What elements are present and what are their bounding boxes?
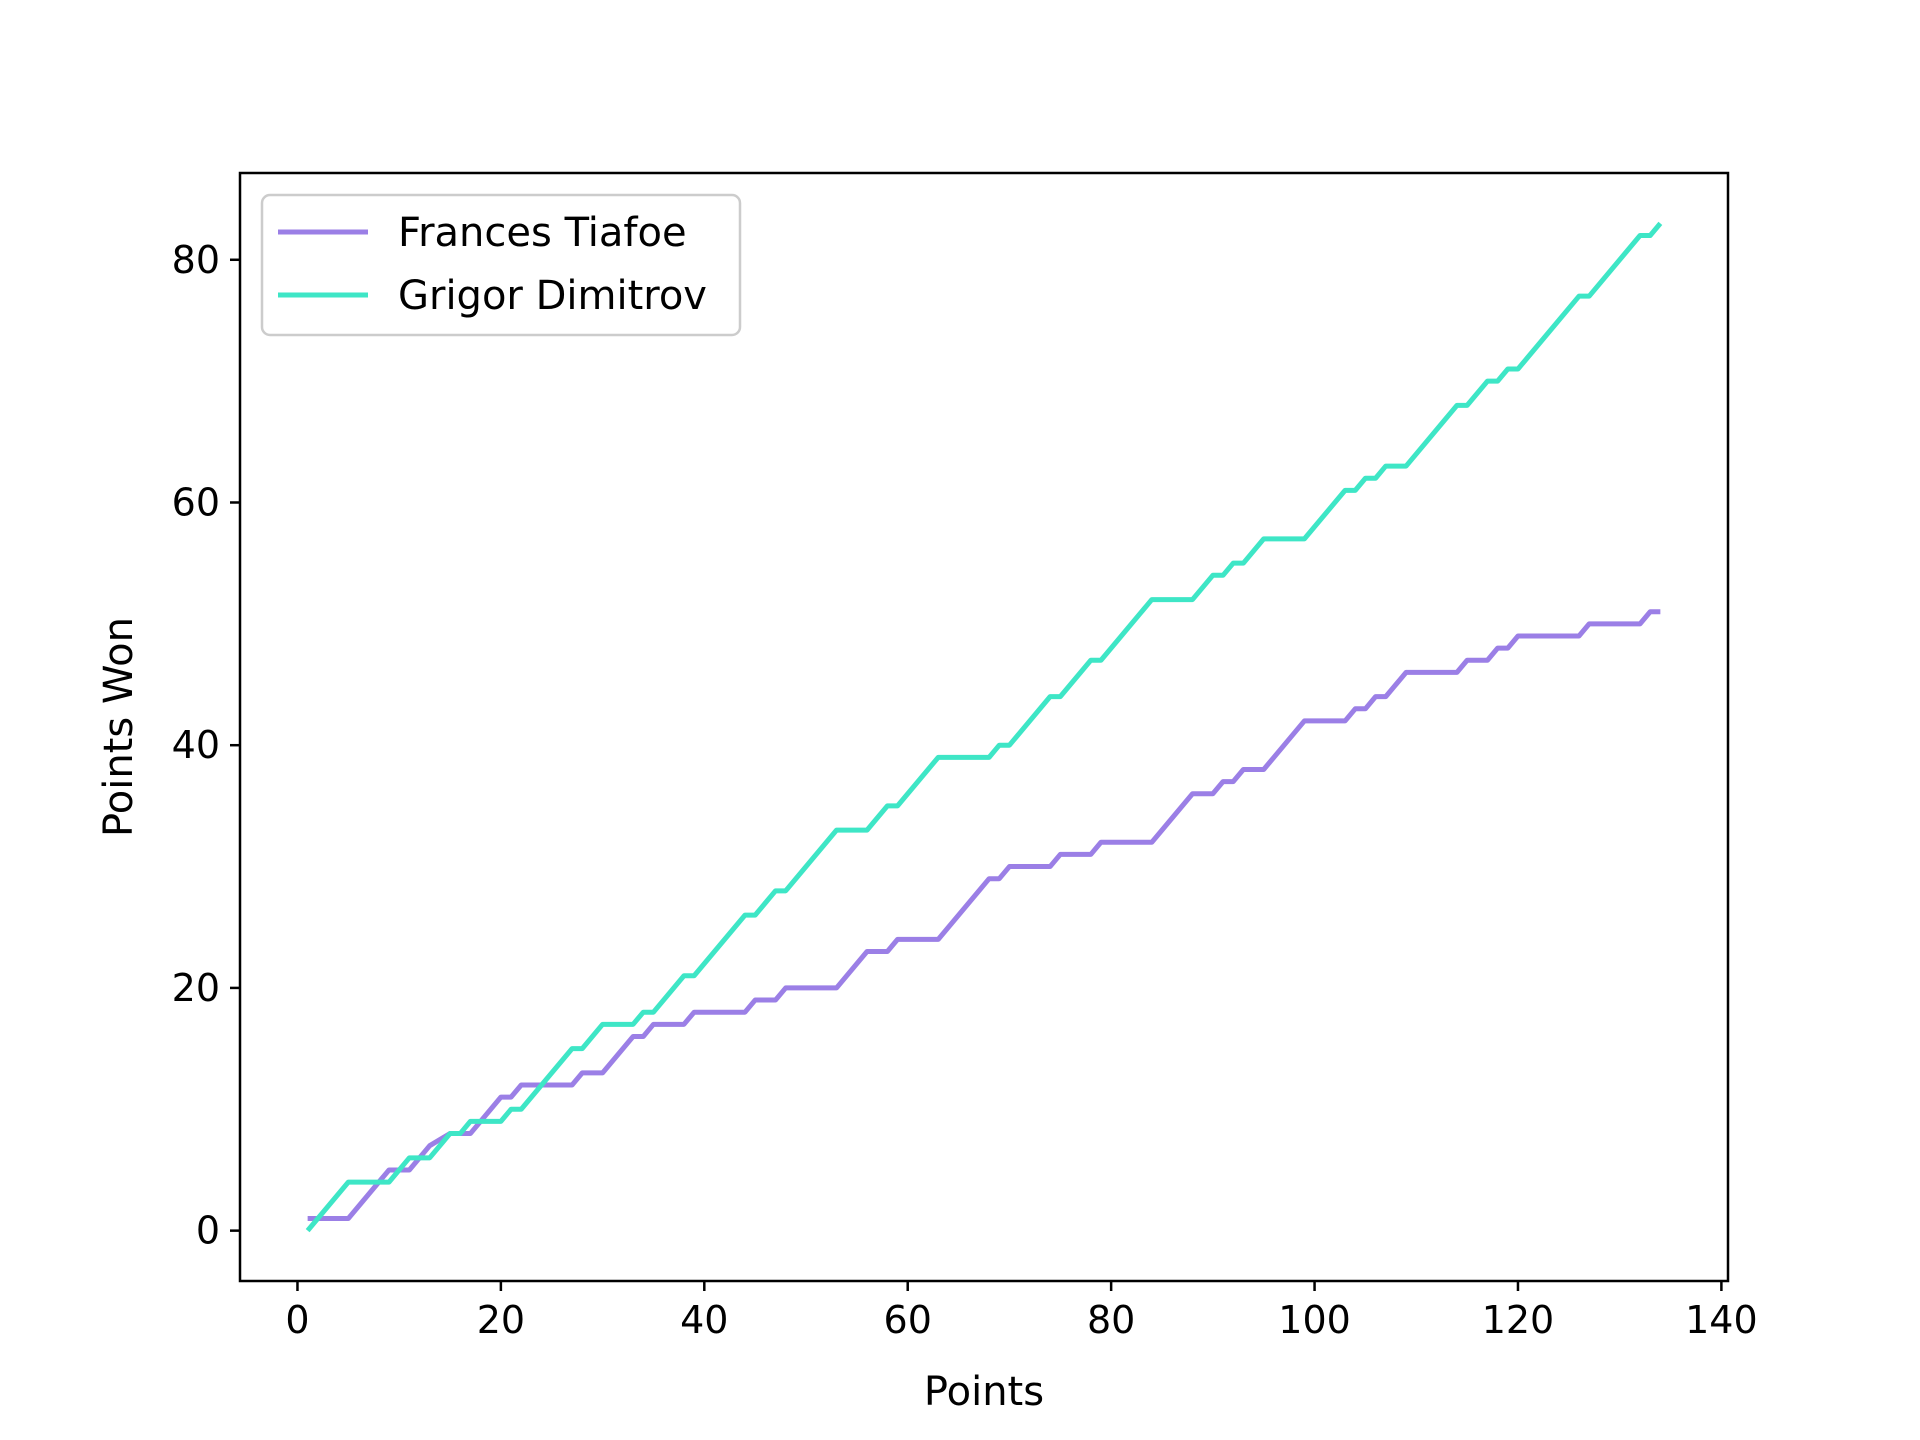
x-axis: 0 20 40 60 80 100 120 140 [285, 1281, 1758, 1342]
x-tick-label: 60 [884, 1298, 932, 1342]
y-tick-label: 60 [172, 480, 220, 524]
y-tick-label: 80 [172, 238, 220, 282]
series-line-frances-tiafoe [307, 609, 1661, 1221]
y-tick-label: 20 [172, 966, 220, 1010]
legend-label-grigor-dimitrov: Grigor Dimitrov [398, 273, 707, 319]
x-tick-label: 20 [477, 1298, 525, 1342]
x-tick-label: 40 [680, 1298, 728, 1342]
x-tick-label: 120 [1482, 1298, 1555, 1342]
x-axis-label: Points [924, 1369, 1044, 1415]
x-tick-label: 0 [285, 1298, 309, 1342]
x-tick-label: 80 [1087, 1298, 1135, 1342]
x-tick-label: 100 [1278, 1298, 1351, 1342]
x-tick-label: 140 [1685, 1298, 1758, 1342]
legend-box [260, 193, 742, 337]
series-line-grigor-dimitrov [305, 221, 1663, 1233]
y-axis-label: Points Won [96, 617, 142, 837]
plot-area [240, 173, 1728, 1281]
y-tick-label: 40 [172, 723, 220, 767]
y-axis: 0 20 40 60 80 [172, 238, 240, 1253]
plot-frame [238, 171, 1730, 1283]
legend-label-frances-tiafoe: Frances Tiafoe [398, 210, 687, 256]
y-tick-label: 0 [196, 1209, 220, 1253]
series-layer [305, 221, 1663, 1233]
legend: Frances Tiafoe Grigor Dimitrov [260, 193, 742, 337]
